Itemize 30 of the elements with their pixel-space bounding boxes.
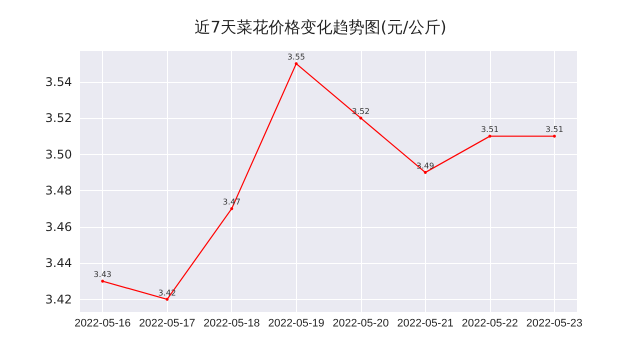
data-label: 3.52: [352, 107, 370, 116]
y-tick-label: 3.52: [45, 111, 72, 126]
x-tick-label: 2022-05-23: [526, 318, 583, 330]
x-tick-label: 2022-05-22: [462, 318, 518, 330]
point: [230, 207, 234, 210]
data-label: 3.51: [480, 125, 499, 134]
data-label: 3.51: [546, 125, 564, 134]
data-label: 3.55: [287, 52, 306, 62]
point: [166, 298, 169, 301]
point: [424, 170, 427, 174]
data-label: 3.43: [94, 270, 112, 280]
y-tick-label: 3.44: [45, 256, 72, 270]
chart-title: 近7天菜花价格变化趋势图(元/公斤): [194, 18, 447, 36]
point: [488, 134, 492, 138]
x-tick-label: 2022-05-17: [138, 318, 196, 330]
point: [101, 280, 104, 283]
x-tick-label: 2022-05-19: [268, 318, 324, 330]
x-tick-label: 2022-05-20: [332, 318, 389, 330]
y-tick-label: 3.46: [45, 220, 72, 234]
point: [294, 62, 298, 66]
y-tick-label: 3.50: [45, 147, 72, 162]
x-tick-label: 2022-05-21: [397, 318, 454, 330]
point: [359, 116, 362, 120]
y-tick-label: 3.42: [45, 292, 72, 306]
y-tick-label: 3.54: [45, 74, 72, 89]
y-tick-label: 3.48: [45, 184, 72, 198]
point: [552, 134, 556, 138]
x-tick-label: 2022-05-18: [204, 318, 260, 330]
x-tick-label: 2022-05-16: [74, 318, 131, 330]
data-label: 3.49: [416, 161, 434, 170]
